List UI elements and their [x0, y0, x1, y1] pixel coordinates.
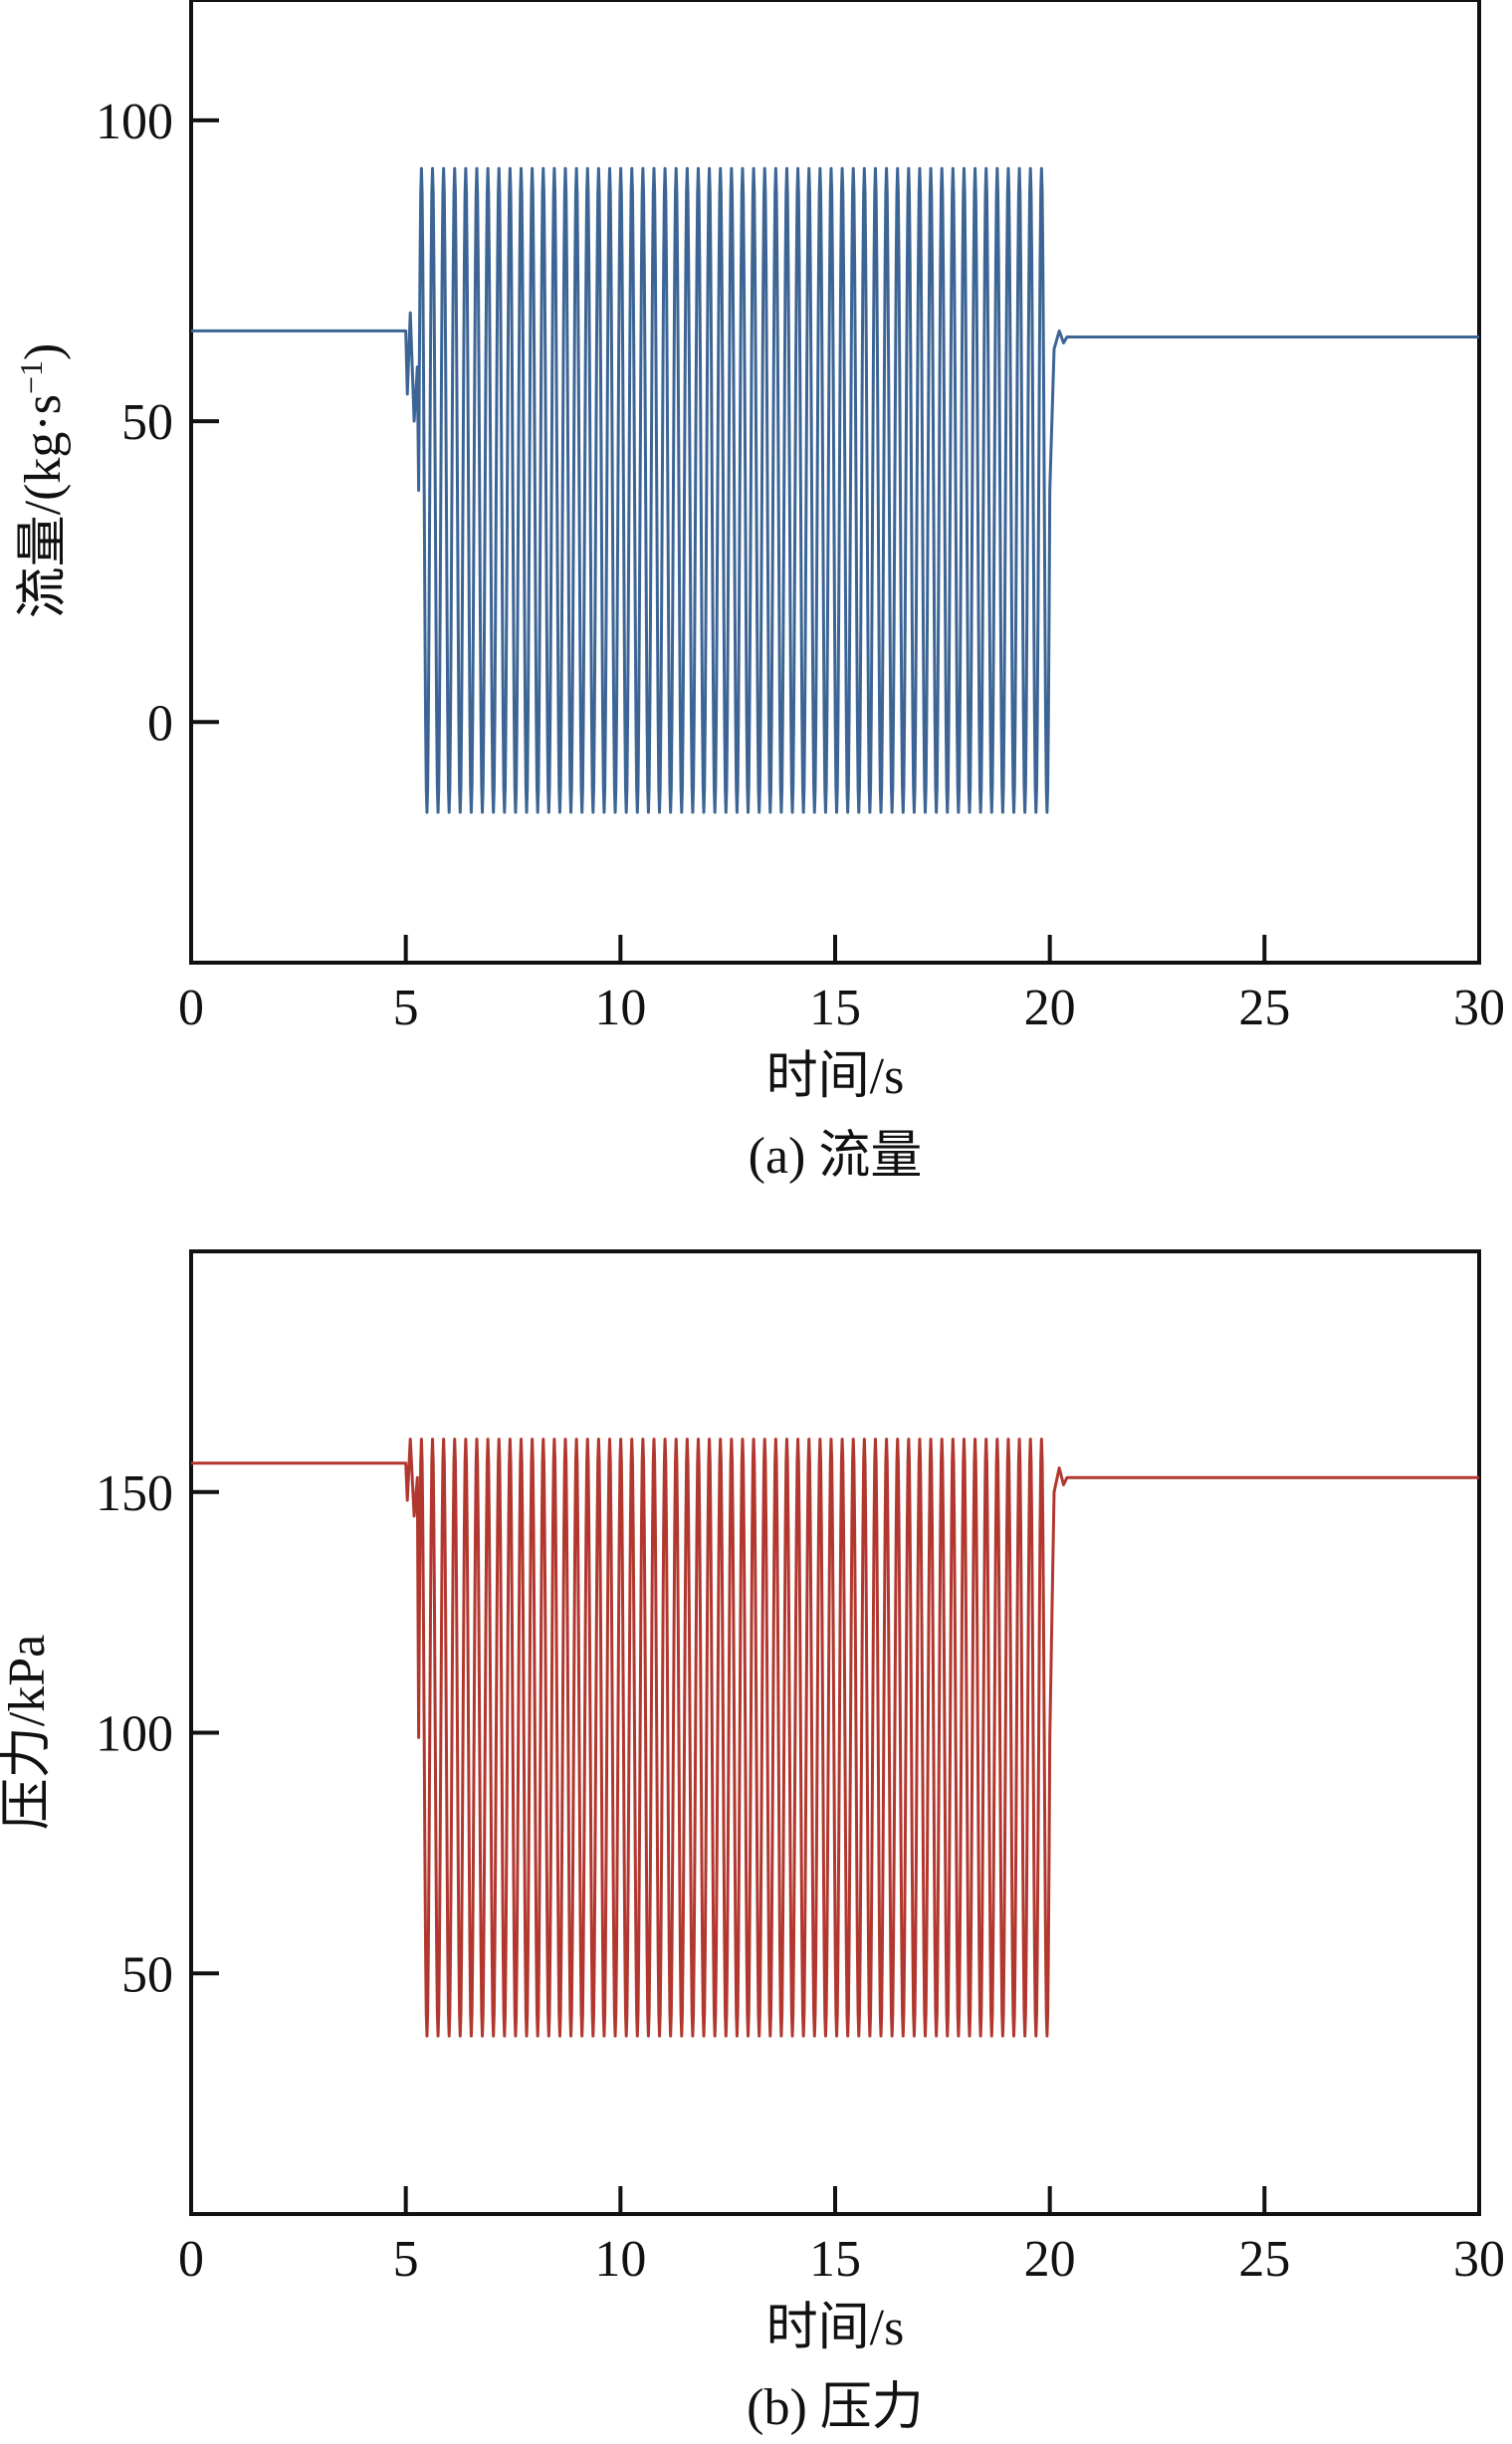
panel-a-xtick-label: 25 — [1238, 980, 1290, 1036]
panel-a-ytick-label: 50 — [121, 394, 173, 451]
panel-b-ytick-label: 150 — [96, 1465, 173, 1522]
panel-b-tick-labels: 0 5 10 15 20 25 30 50 100 150 — [96, 1465, 1505, 2288]
panel-a-ticks — [189, 117, 1481, 963]
panel-b-ticks — [189, 1489, 1481, 2214]
panel-b-ytick-label: 100 — [96, 1706, 173, 1763]
panel-b-xlabel: 时间/s — [766, 2300, 905, 2356]
panel-a-ylabel-sup: −1 — [13, 360, 49, 394]
panel-b-xtick-label: 25 — [1238, 2231, 1290, 2288]
panel-a-series-line — [191, 166, 1479, 814]
panel-a-ylabel-main: 流量/(kg·s — [15, 394, 72, 618]
panel-b-xtick-label: 15 — [809, 2231, 861, 2288]
panel-a-tick-labels: 0 5 10 15 20 25 30 0 50 100 — [96, 94, 1505, 1036]
panel-b-ytick-label: 50 — [121, 1946, 173, 2003]
panel-a-xlabel: 时间/s — [766, 1048, 905, 1105]
panel-b-ylabel-main: 压力/kPa — [0, 1635, 56, 1830]
panel-b-xtick-label: 20 — [1024, 2231, 1076, 2288]
panel-b: 0 5 10 15 20 25 30 50 100 150 时间/s (b) 压力 压力/kPa — [0, 1249, 1505, 2436]
panel-b-ylabel: 压力/kPa — [0, 1635, 56, 1830]
panel-a-xtick-label: 0 — [178, 980, 204, 1036]
panel-a-xtick-label: 10 — [594, 980, 646, 1036]
panel-a-xtick-label: 15 — [809, 980, 861, 1036]
panel-b-xtick-label: 10 — [594, 2231, 646, 2288]
panel-a-ytick-label: 100 — [96, 94, 173, 150]
panel-a-xtick-label: 5 — [393, 980, 419, 1036]
panel-a-xtick-label: 20 — [1024, 980, 1076, 1036]
panel-b-xtick-label: 0 — [178, 2231, 204, 2288]
panel-a-xtick-label: 30 — [1453, 980, 1505, 1036]
panel-b-xtick-label: 5 — [393, 2231, 419, 2288]
panel-b-xtick-label: 30 — [1453, 2231, 1505, 2288]
panel-a-ytick-label: 0 — [147, 695, 173, 752]
panel-b-series-line — [191, 1438, 1479, 2038]
panel-a: 0 5 10 15 20 25 30 0 50 100 时间/s (a) 流量 流量/(kg·s−… — [13, 0, 1505, 1185]
panel-a-ylabel: 流量/(kg·s−1) — [13, 343, 72, 619]
panel-b-caption: (b) 压力 — [747, 2379, 924, 2436]
panel-a-caption: (a) 流量 — [749, 1128, 923, 1185]
panel-a-ylabel-close: ) — [15, 343, 72, 360]
